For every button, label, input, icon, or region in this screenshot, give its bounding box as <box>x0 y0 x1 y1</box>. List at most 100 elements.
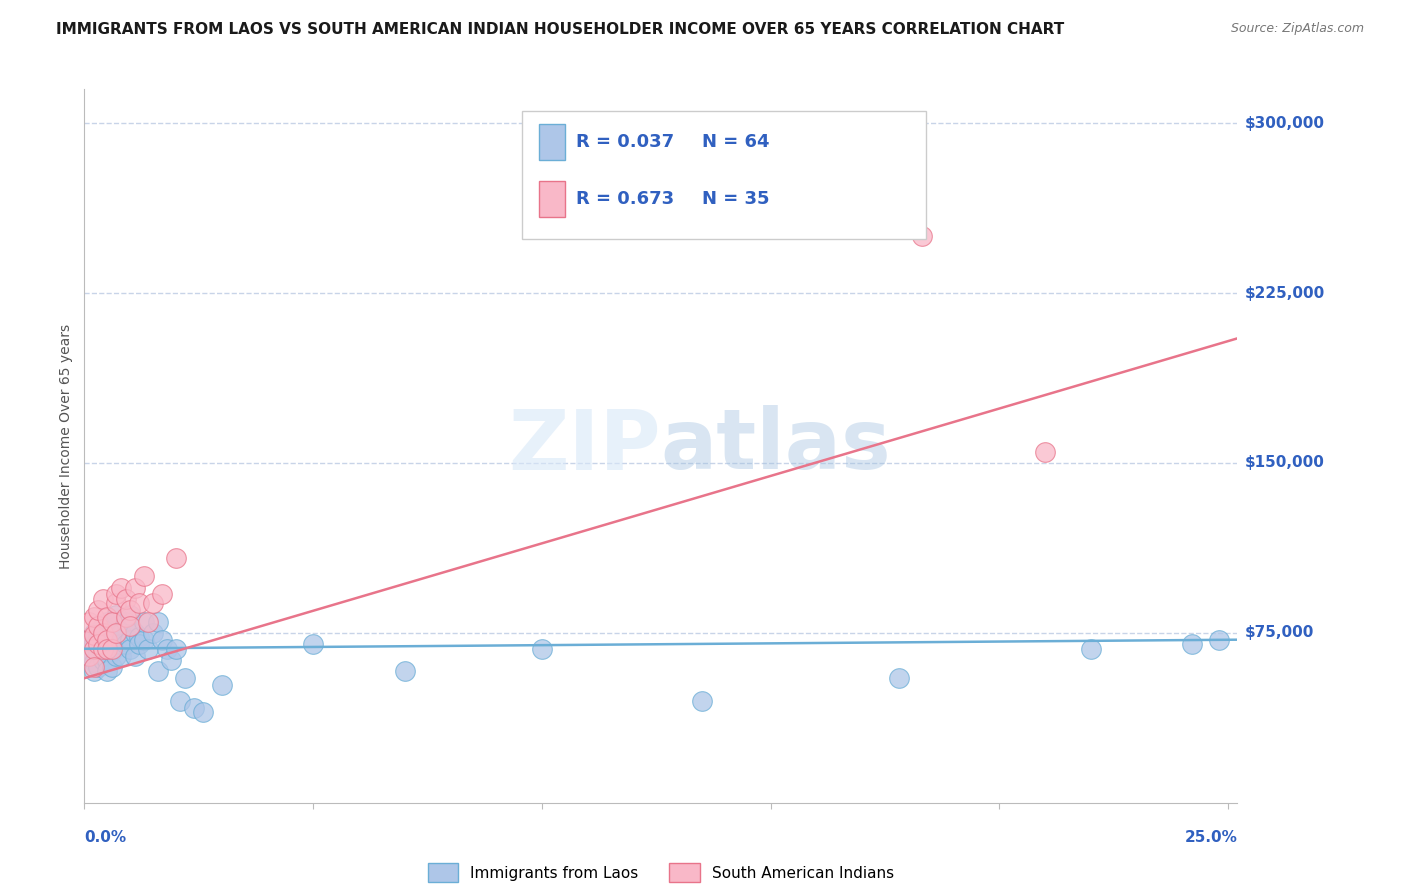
Point <box>132 569 155 583</box>
Point <box>128 597 150 611</box>
Point <box>128 631 150 645</box>
Point <box>105 648 128 663</box>
Text: $225,000: $225,000 <box>1244 285 1324 301</box>
Point <box>105 587 128 601</box>
Point <box>1180 637 1202 651</box>
Point <box>77 648 100 663</box>
Point <box>114 637 136 651</box>
Point <box>120 607 142 622</box>
Point <box>96 665 118 679</box>
Point <box>110 626 132 640</box>
Point <box>77 648 100 663</box>
Text: 25.0%: 25.0% <box>1184 830 1237 845</box>
Point <box>91 632 114 647</box>
Point <box>146 665 169 679</box>
Point <box>96 615 118 629</box>
Point <box>83 641 105 656</box>
Point <box>110 581 132 595</box>
Point <box>96 632 118 647</box>
Point <box>146 615 169 629</box>
Point <box>105 637 128 651</box>
Point <box>150 587 173 601</box>
Point <box>101 632 124 647</box>
Point <box>1033 444 1056 458</box>
Point <box>132 632 155 647</box>
Point <box>96 641 118 656</box>
Text: ZIP: ZIP <box>509 406 661 486</box>
Point <box>138 641 160 656</box>
Point <box>101 644 124 658</box>
Point <box>105 607 128 622</box>
Y-axis label: Householder Income Over 65 years: Householder Income Over 65 years <box>59 324 73 568</box>
Point <box>101 660 124 674</box>
Point <box>1208 632 1230 647</box>
Point <box>101 641 124 656</box>
Text: N = 64: N = 64 <box>703 133 770 151</box>
Point <box>110 648 132 663</box>
Point <box>165 551 187 566</box>
Point <box>150 632 173 647</box>
Point <box>910 229 932 244</box>
Point <box>120 603 142 617</box>
Point <box>690 694 713 708</box>
Point <box>138 615 160 629</box>
Point <box>101 615 124 629</box>
Point <box>114 615 136 629</box>
Point <box>530 641 553 656</box>
Text: $75,000: $75,000 <box>1244 625 1313 640</box>
Point <box>87 631 110 645</box>
Point <box>120 641 142 656</box>
Point <box>120 632 142 647</box>
Point <box>128 637 150 651</box>
Text: atlas: atlas <box>661 406 891 486</box>
Point <box>302 637 325 651</box>
Point <box>91 626 114 640</box>
Text: 0.0%: 0.0% <box>84 830 127 845</box>
Point <box>87 637 110 651</box>
Point <box>83 637 105 651</box>
Point <box>77 632 100 647</box>
Point <box>105 597 128 611</box>
Point <box>96 641 118 656</box>
Point <box>160 653 183 667</box>
Point <box>142 597 165 611</box>
Point <box>1080 641 1102 656</box>
Point <box>124 648 146 663</box>
Text: IMMIGRANTS FROM LAOS VS SOUTH AMERICAN INDIAN HOUSEHOLDER INCOME OVER 65 YEARS C: IMMIGRANTS FROM LAOS VS SOUTH AMERICAN I… <box>56 22 1064 37</box>
Point <box>83 626 105 640</box>
Point <box>77 641 100 656</box>
Point <box>87 646 110 660</box>
Point <box>120 619 142 633</box>
Point <box>142 626 165 640</box>
Point <box>114 591 136 606</box>
Text: N = 35: N = 35 <box>703 190 770 208</box>
Point <box>83 610 105 624</box>
Point <box>165 641 187 656</box>
Text: $150,000: $150,000 <box>1244 456 1324 470</box>
Point <box>124 626 146 640</box>
Legend: Immigrants from Laos, South American Indians: Immigrants from Laos, South American Ind… <box>422 857 900 888</box>
Point <box>156 641 179 656</box>
Point <box>83 656 105 670</box>
Point <box>394 665 416 679</box>
Point <box>77 632 100 647</box>
Point <box>105 626 128 640</box>
Point <box>91 653 114 667</box>
Point <box>211 678 233 692</box>
Point <box>87 637 110 651</box>
Point <box>91 648 114 663</box>
Point <box>87 603 110 617</box>
Point <box>91 641 114 656</box>
Point <box>83 628 105 642</box>
Point <box>887 671 910 685</box>
Text: Source: ZipAtlas.com: Source: ZipAtlas.com <box>1230 22 1364 36</box>
Point <box>132 615 155 629</box>
Point <box>91 591 114 606</box>
Point <box>183 700 205 714</box>
Point <box>77 615 100 629</box>
Point <box>83 660 105 674</box>
Text: R = 0.673: R = 0.673 <box>576 190 673 208</box>
Point <box>96 631 118 645</box>
Point <box>105 619 128 633</box>
Point <box>96 610 118 624</box>
